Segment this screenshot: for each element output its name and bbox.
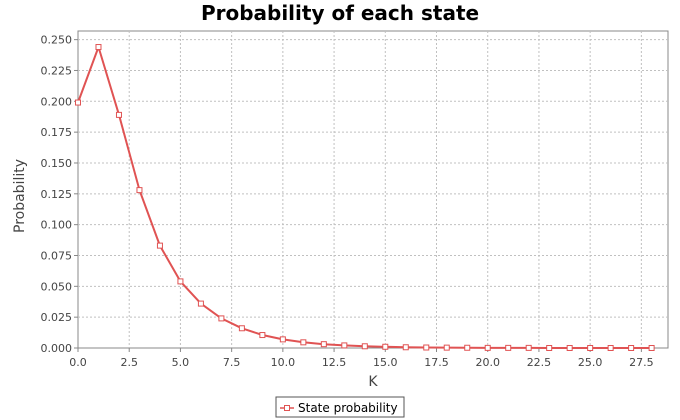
data-point bbox=[259, 332, 266, 339]
x-tick-label: 15.0 bbox=[373, 356, 398, 369]
y-tick-label: 0.225 bbox=[41, 64, 73, 77]
data-point bbox=[136, 187, 143, 194]
legend: State probability bbox=[275, 396, 405, 418]
data-point bbox=[95, 44, 102, 51]
y-tick-label: 0.200 bbox=[41, 95, 73, 108]
data-point bbox=[484, 344, 491, 351]
data-point bbox=[546, 345, 553, 351]
x-tick-label: 0.0 bbox=[69, 356, 87, 369]
y-axis-ticks: 0.000 0.025 0.050 0.075 0.100 0.125 0.150 0.175… bbox=[41, 34, 78, 355]
data-point bbox=[361, 343, 368, 350]
data-point bbox=[402, 344, 409, 351]
data-point bbox=[382, 343, 389, 350]
chart-title: Probability of each state bbox=[201, 1, 479, 25]
data-point bbox=[177, 278, 184, 285]
legend-marker-swatch bbox=[284, 405, 290, 411]
y-tick-label: 0.100 bbox=[41, 219, 73, 232]
x-tick-label: 7.5 bbox=[223, 356, 241, 369]
x-tick-label: 5.0 bbox=[172, 356, 190, 369]
data-point bbox=[628, 345, 635, 351]
y-tick-label: 0.025 bbox=[41, 311, 73, 324]
data-point bbox=[464, 344, 471, 351]
x-tick-label: 25.0 bbox=[578, 356, 603, 369]
x-axis-label: K bbox=[368, 374, 378, 390]
data-point bbox=[648, 345, 655, 351]
grid bbox=[78, 31, 668, 348]
legend-label: State probability bbox=[298, 401, 398, 415]
data-point bbox=[607, 345, 614, 351]
data-point bbox=[197, 300, 204, 307]
y-tick-label: 0.125 bbox=[41, 188, 73, 201]
x-tick-label: 2.5 bbox=[120, 356, 138, 369]
series-layer bbox=[75, 44, 655, 351]
data-point bbox=[341, 342, 348, 349]
data-point bbox=[218, 315, 225, 322]
x-tick-label: 17.5 bbox=[424, 356, 449, 369]
data-point bbox=[156, 242, 163, 249]
x-axis-ticks: 0.0 2.5 5.0 7.5 10.0 12.5 15.0 17.5 20.0 22.5 25.0… bbox=[69, 348, 654, 369]
data-point bbox=[505, 344, 512, 351]
plot-area bbox=[77, 30, 669, 349]
data-point bbox=[115, 111, 122, 118]
data-point bbox=[75, 99, 81, 106]
data-point bbox=[566, 345, 573, 351]
data-point bbox=[300, 339, 307, 346]
y-tick-label: 0.050 bbox=[41, 280, 73, 293]
data-point bbox=[423, 344, 430, 351]
y-tick-label: 0.000 bbox=[41, 342, 73, 355]
y-tick-label: 0.175 bbox=[41, 126, 73, 139]
y-axis-label: Probability bbox=[12, 159, 28, 233]
data-point bbox=[587, 345, 594, 351]
y-tick-label: 0.250 bbox=[41, 34, 73, 47]
x-tick-label: 10.0 bbox=[271, 356, 296, 369]
data-point bbox=[320, 341, 327, 348]
legend-box bbox=[275, 396, 405, 418]
x-tick-label: 22.5 bbox=[527, 356, 552, 369]
y-tick-label: 0.150 bbox=[41, 157, 73, 170]
x-tick-label: 12.5 bbox=[322, 356, 347, 369]
data-point bbox=[525, 344, 532, 351]
x-tick-label: 20.0 bbox=[475, 356, 500, 369]
data-point bbox=[443, 344, 450, 351]
data-point bbox=[238, 325, 245, 332]
data-point bbox=[279, 336, 286, 343]
y-tick-label: 0.075 bbox=[41, 249, 73, 262]
x-tick-label: 27.5 bbox=[629, 356, 654, 369]
